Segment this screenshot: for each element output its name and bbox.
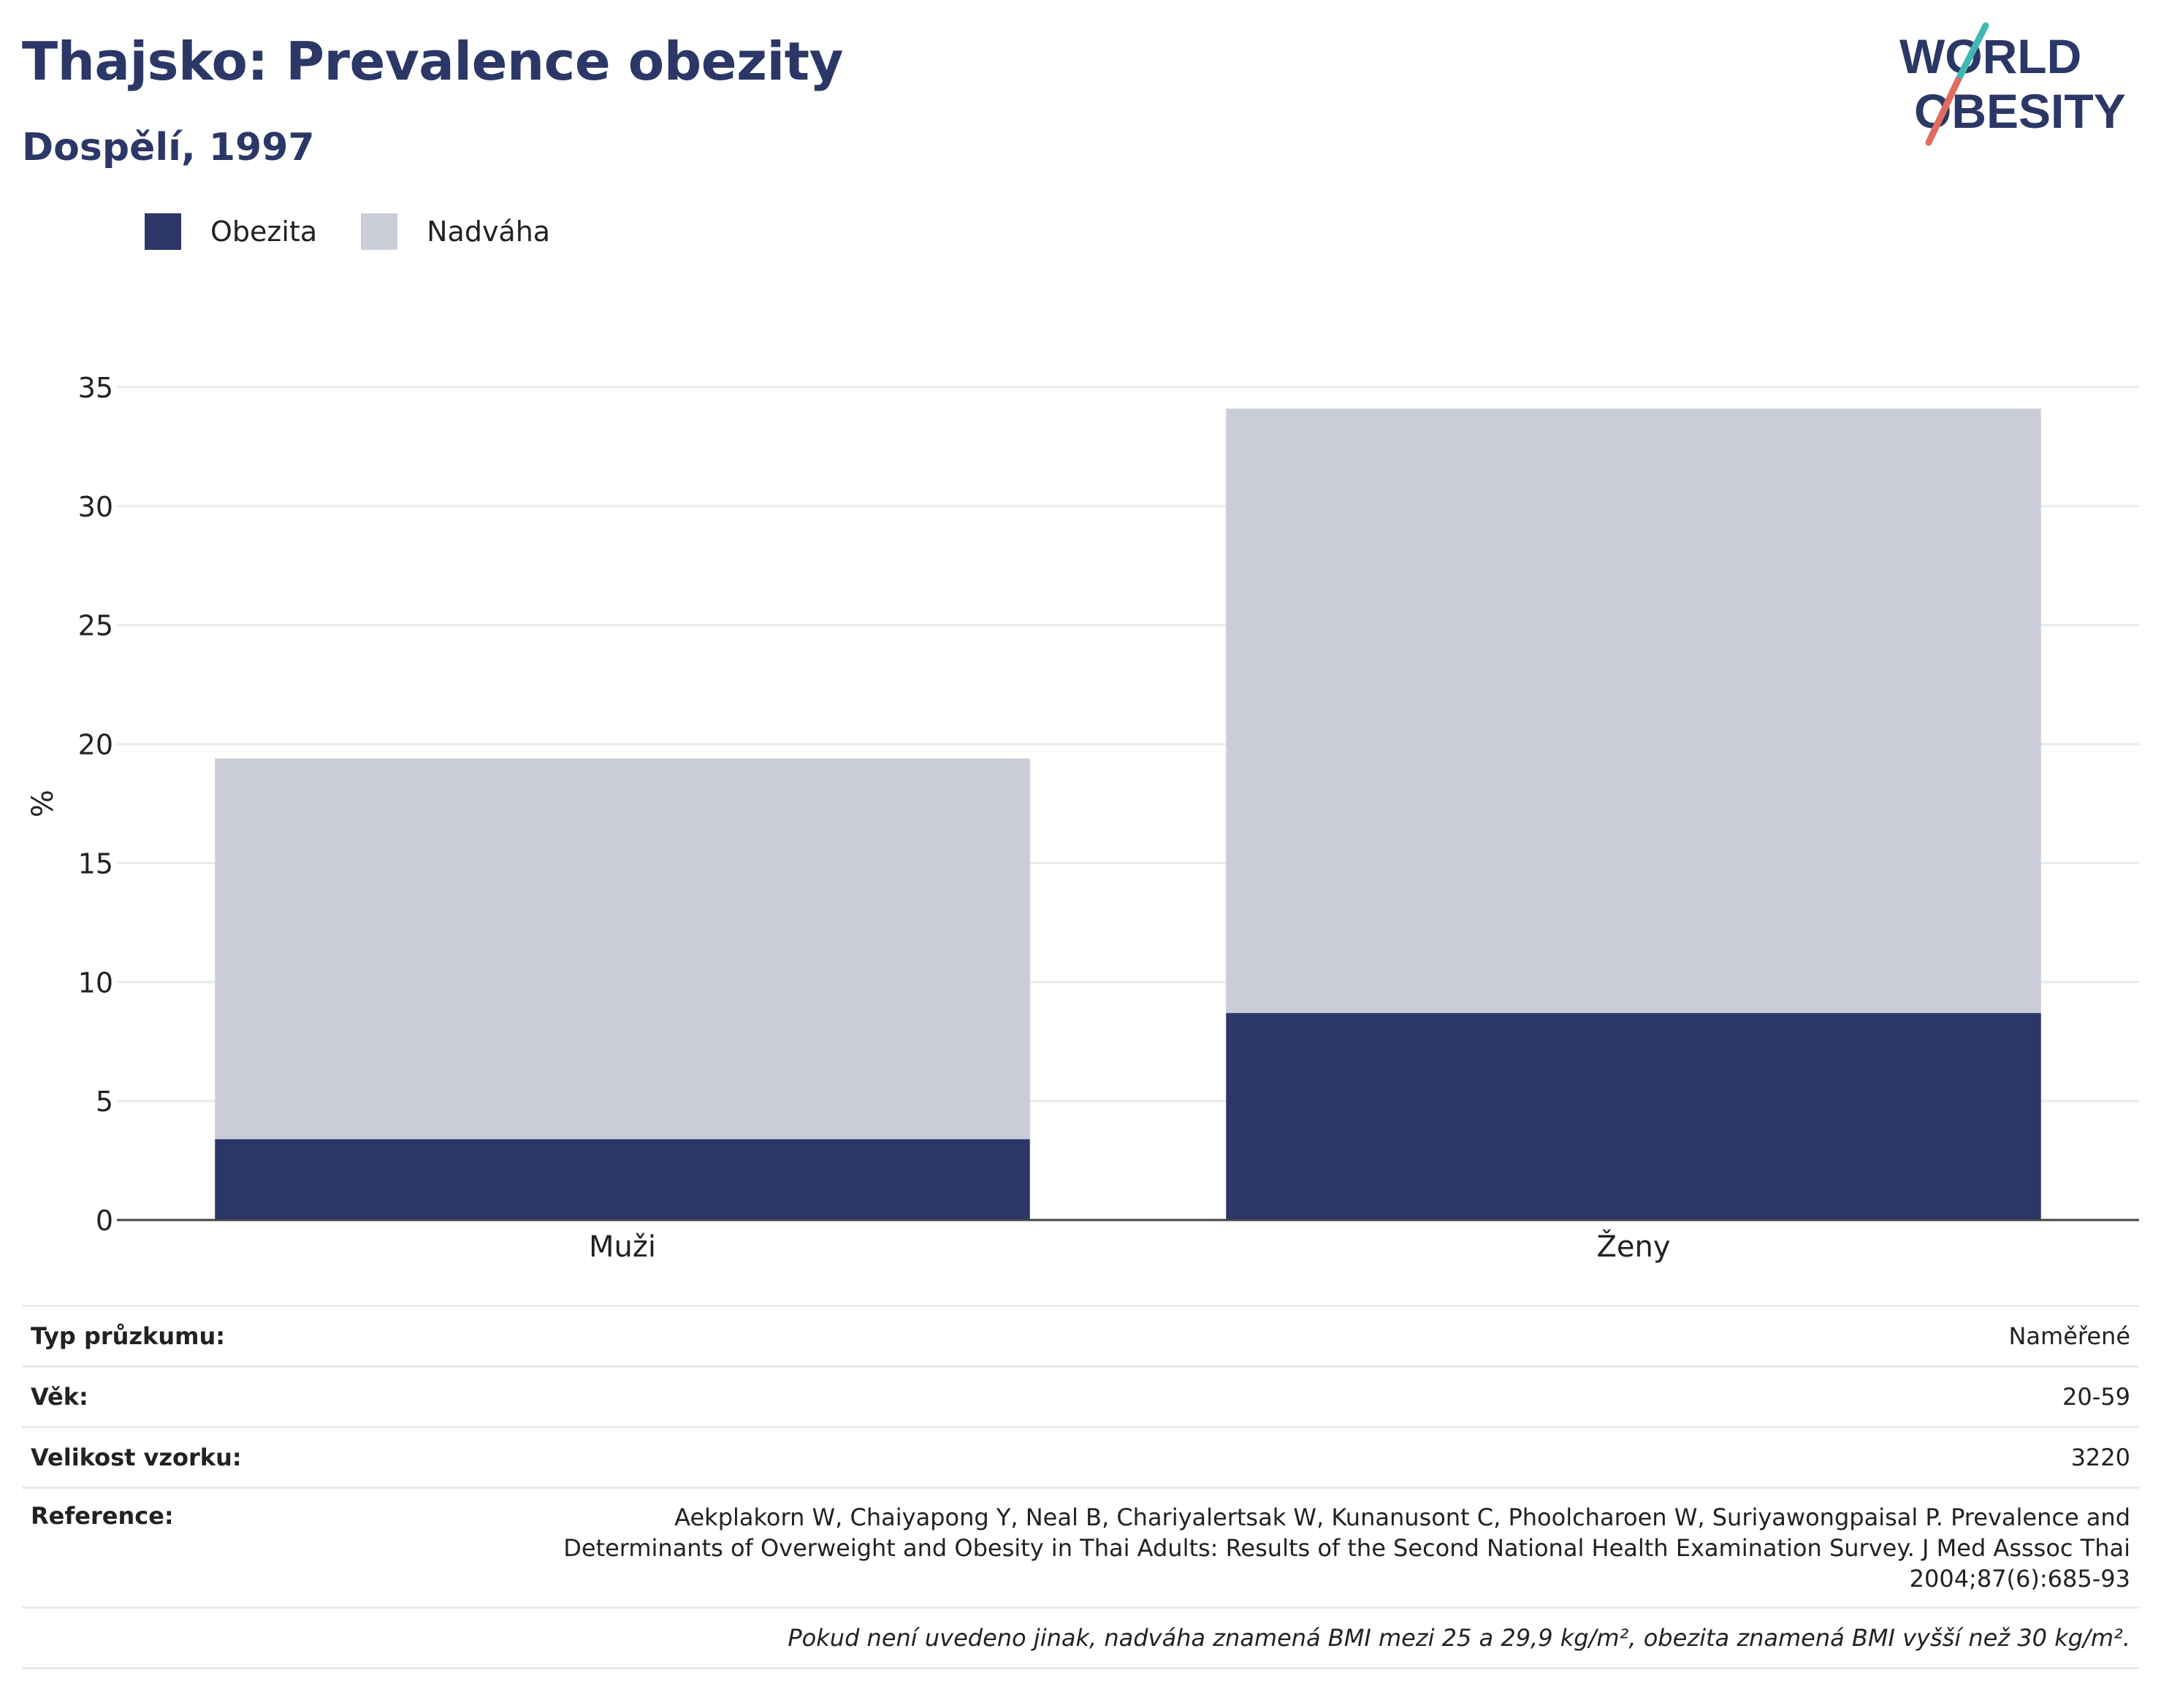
y-tick-label-20: 20	[78, 729, 113, 761]
chart-title: Thajsko: Prevalence obezity	[22, 31, 844, 92]
x-tick-label-0: Muži	[589, 1230, 656, 1264]
logo-slash-red	[1925, 77, 1962, 146]
logo-slash-teal	[1954, 22, 1989, 84]
info-row-age: Věk: 20-59	[22, 1365, 2139, 1426]
world-obesity-logo: WORLD OBESITY	[1899, 22, 2126, 146]
reference-label: Reference:	[31, 1502, 174, 1530]
bar-nadváha-0	[215, 758, 1030, 1140]
info-row-survey-type: Typ průzkumu: Naměřené	[22, 1305, 2139, 1365]
y-tick-label-10: 10	[78, 967, 113, 999]
bmi-definition-note: Pokud není uvedeno jinak, nadváha znamen…	[22, 1606, 2139, 1669]
info-row-reference: Reference: Aekplakorn W, Chaiyapong Y, N…	[22, 1487, 2139, 1606]
reference-value: Aekplakorn W, Chaiyapong Y, Neal B, Char…	[563, 1503, 2130, 1593]
sample-size-label: Velikost vzorku:	[31, 1444, 242, 1471]
legend-item-nadvaha: Nadváha	[361, 213, 550, 250]
chart-subtitle: Dospělí, 1997	[22, 126, 315, 169]
survey-type-label: Typ průzkumu:	[31, 1322, 226, 1350]
legend: Obezita Nadváha	[145, 213, 594, 250]
y-tick-label-30: 30	[78, 491, 113, 523]
y-tick-label-0: 0	[96, 1205, 113, 1237]
age-value: 20-59	[2062, 1383, 2130, 1411]
stacked-bar-chart: 0 5 10 15 20 25 30 35% Muži Ženy	[26, 372, 2139, 1264]
logo-line1: WORLD	[1899, 29, 2081, 83]
sample-size-value: 3220	[2070, 1444, 2130, 1471]
age-label: Věk:	[31, 1383, 88, 1411]
y-tick-label-5: 5	[96, 1086, 113, 1118]
survey-info-table: Typ průzkumu: Naměřené Věk: 20-59 Veliko…	[22, 1305, 2139, 1669]
bar-nadváha-1	[1226, 408, 2041, 1013]
legend-item-obezita: Obezita	[145, 213, 317, 250]
y-tick-label-15: 15	[78, 847, 113, 880]
y-tick-label-35: 35	[78, 372, 113, 404]
bar-obezita-0	[215, 1139, 1030, 1220]
y-axis-label: %	[26, 790, 60, 817]
bar-obezita-1	[1226, 1013, 2041, 1220]
y-tick-label-25: 25	[78, 610, 113, 642]
bmi-note-text: Pokud není uvedeno jinak, nadváha znamen…	[788, 1624, 2130, 1652]
x-tick-label-1: Ženy	[1596, 1229, 1670, 1264]
legend-label-obezita: Obezita	[210, 216, 318, 248]
survey-type-value: Naměřené	[2008, 1322, 2130, 1350]
info-row-sample-size: Velikost vzorku: 3220	[22, 1426, 2139, 1487]
legend-swatch-nadvaha	[361, 213, 398, 250]
legend-swatch-obezita	[145, 213, 181, 250]
legend-label-nadvaha: Nadváha	[427, 216, 551, 248]
